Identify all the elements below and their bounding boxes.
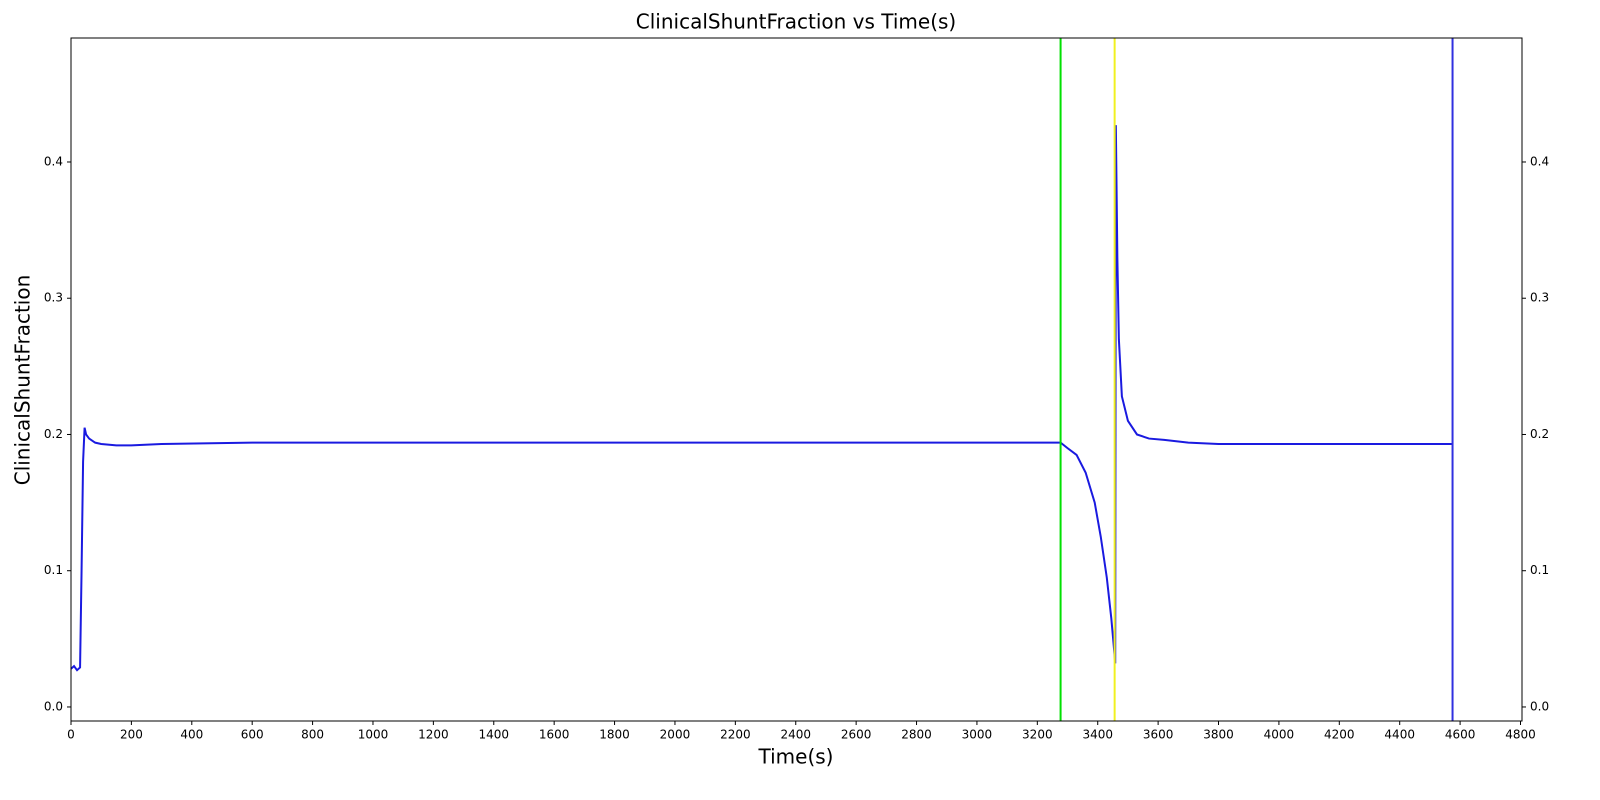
- x-tick-label: 3800: [1203, 728, 1234, 742]
- x-tick-label: 3600: [1143, 728, 1174, 742]
- x-tick-label: 1200: [418, 728, 449, 742]
- y-axis-label: ClinicalShuntFraction: [11, 275, 35, 486]
- y-tick-label-right: 0.1: [1530, 563, 1549, 577]
- y-tick-label-right: 0.3: [1530, 291, 1549, 305]
- plot-frame: [70, 37, 1523, 722]
- y-tick-label: 0.1: [44, 563, 63, 577]
- x-tick-label: 1000: [358, 728, 389, 742]
- x-tick-label: 600: [241, 728, 264, 742]
- y-tick-label: 0.0: [44, 699, 63, 713]
- y-tick-label: 0.2: [44, 427, 63, 441]
- x-tick-label: 0: [67, 728, 75, 742]
- x-tick-label: 3400: [1082, 728, 1113, 742]
- x-tick-label: 2200: [720, 728, 751, 742]
- x-tick-label: 4600: [1445, 728, 1476, 742]
- x-tick-label: 200: [120, 728, 143, 742]
- x-tick-label: 4000: [1264, 728, 1295, 742]
- y-tick-label: 0.3: [44, 291, 63, 305]
- x-tick-label: 4800: [1505, 728, 1536, 742]
- x-tick-label: 4200: [1324, 728, 1355, 742]
- y-tick-label-right: 0.0: [1530, 699, 1549, 713]
- x-tick-label: 2800: [901, 728, 932, 742]
- x-tick-label: 4400: [1384, 728, 1415, 742]
- chart-title: ClinicalShuntFraction vs Time(s): [636, 10, 956, 34]
- x-tick-label: 2000: [660, 728, 691, 742]
- y-tick-label-right: 0.4: [1530, 154, 1549, 168]
- y-tick-label: 0.4: [44, 154, 63, 168]
- x-tick-label: 2600: [841, 728, 872, 742]
- x-tick-label: 800: [301, 728, 324, 742]
- y-tick-label-right: 0.2: [1530, 427, 1549, 441]
- x-tick-label: 1800: [599, 728, 630, 742]
- x-tick-label: 1400: [478, 728, 509, 742]
- x-tick-label: 3200: [1022, 728, 1053, 742]
- x-tick-label: 3000: [962, 728, 993, 742]
- x-axis-label: Time(s): [758, 745, 834, 769]
- series-line: [70, 125, 1453, 672]
- x-tick-label: 1600: [539, 728, 570, 742]
- x-tick-label: 400: [180, 728, 203, 742]
- x-tick-label: 2400: [780, 728, 811, 742]
